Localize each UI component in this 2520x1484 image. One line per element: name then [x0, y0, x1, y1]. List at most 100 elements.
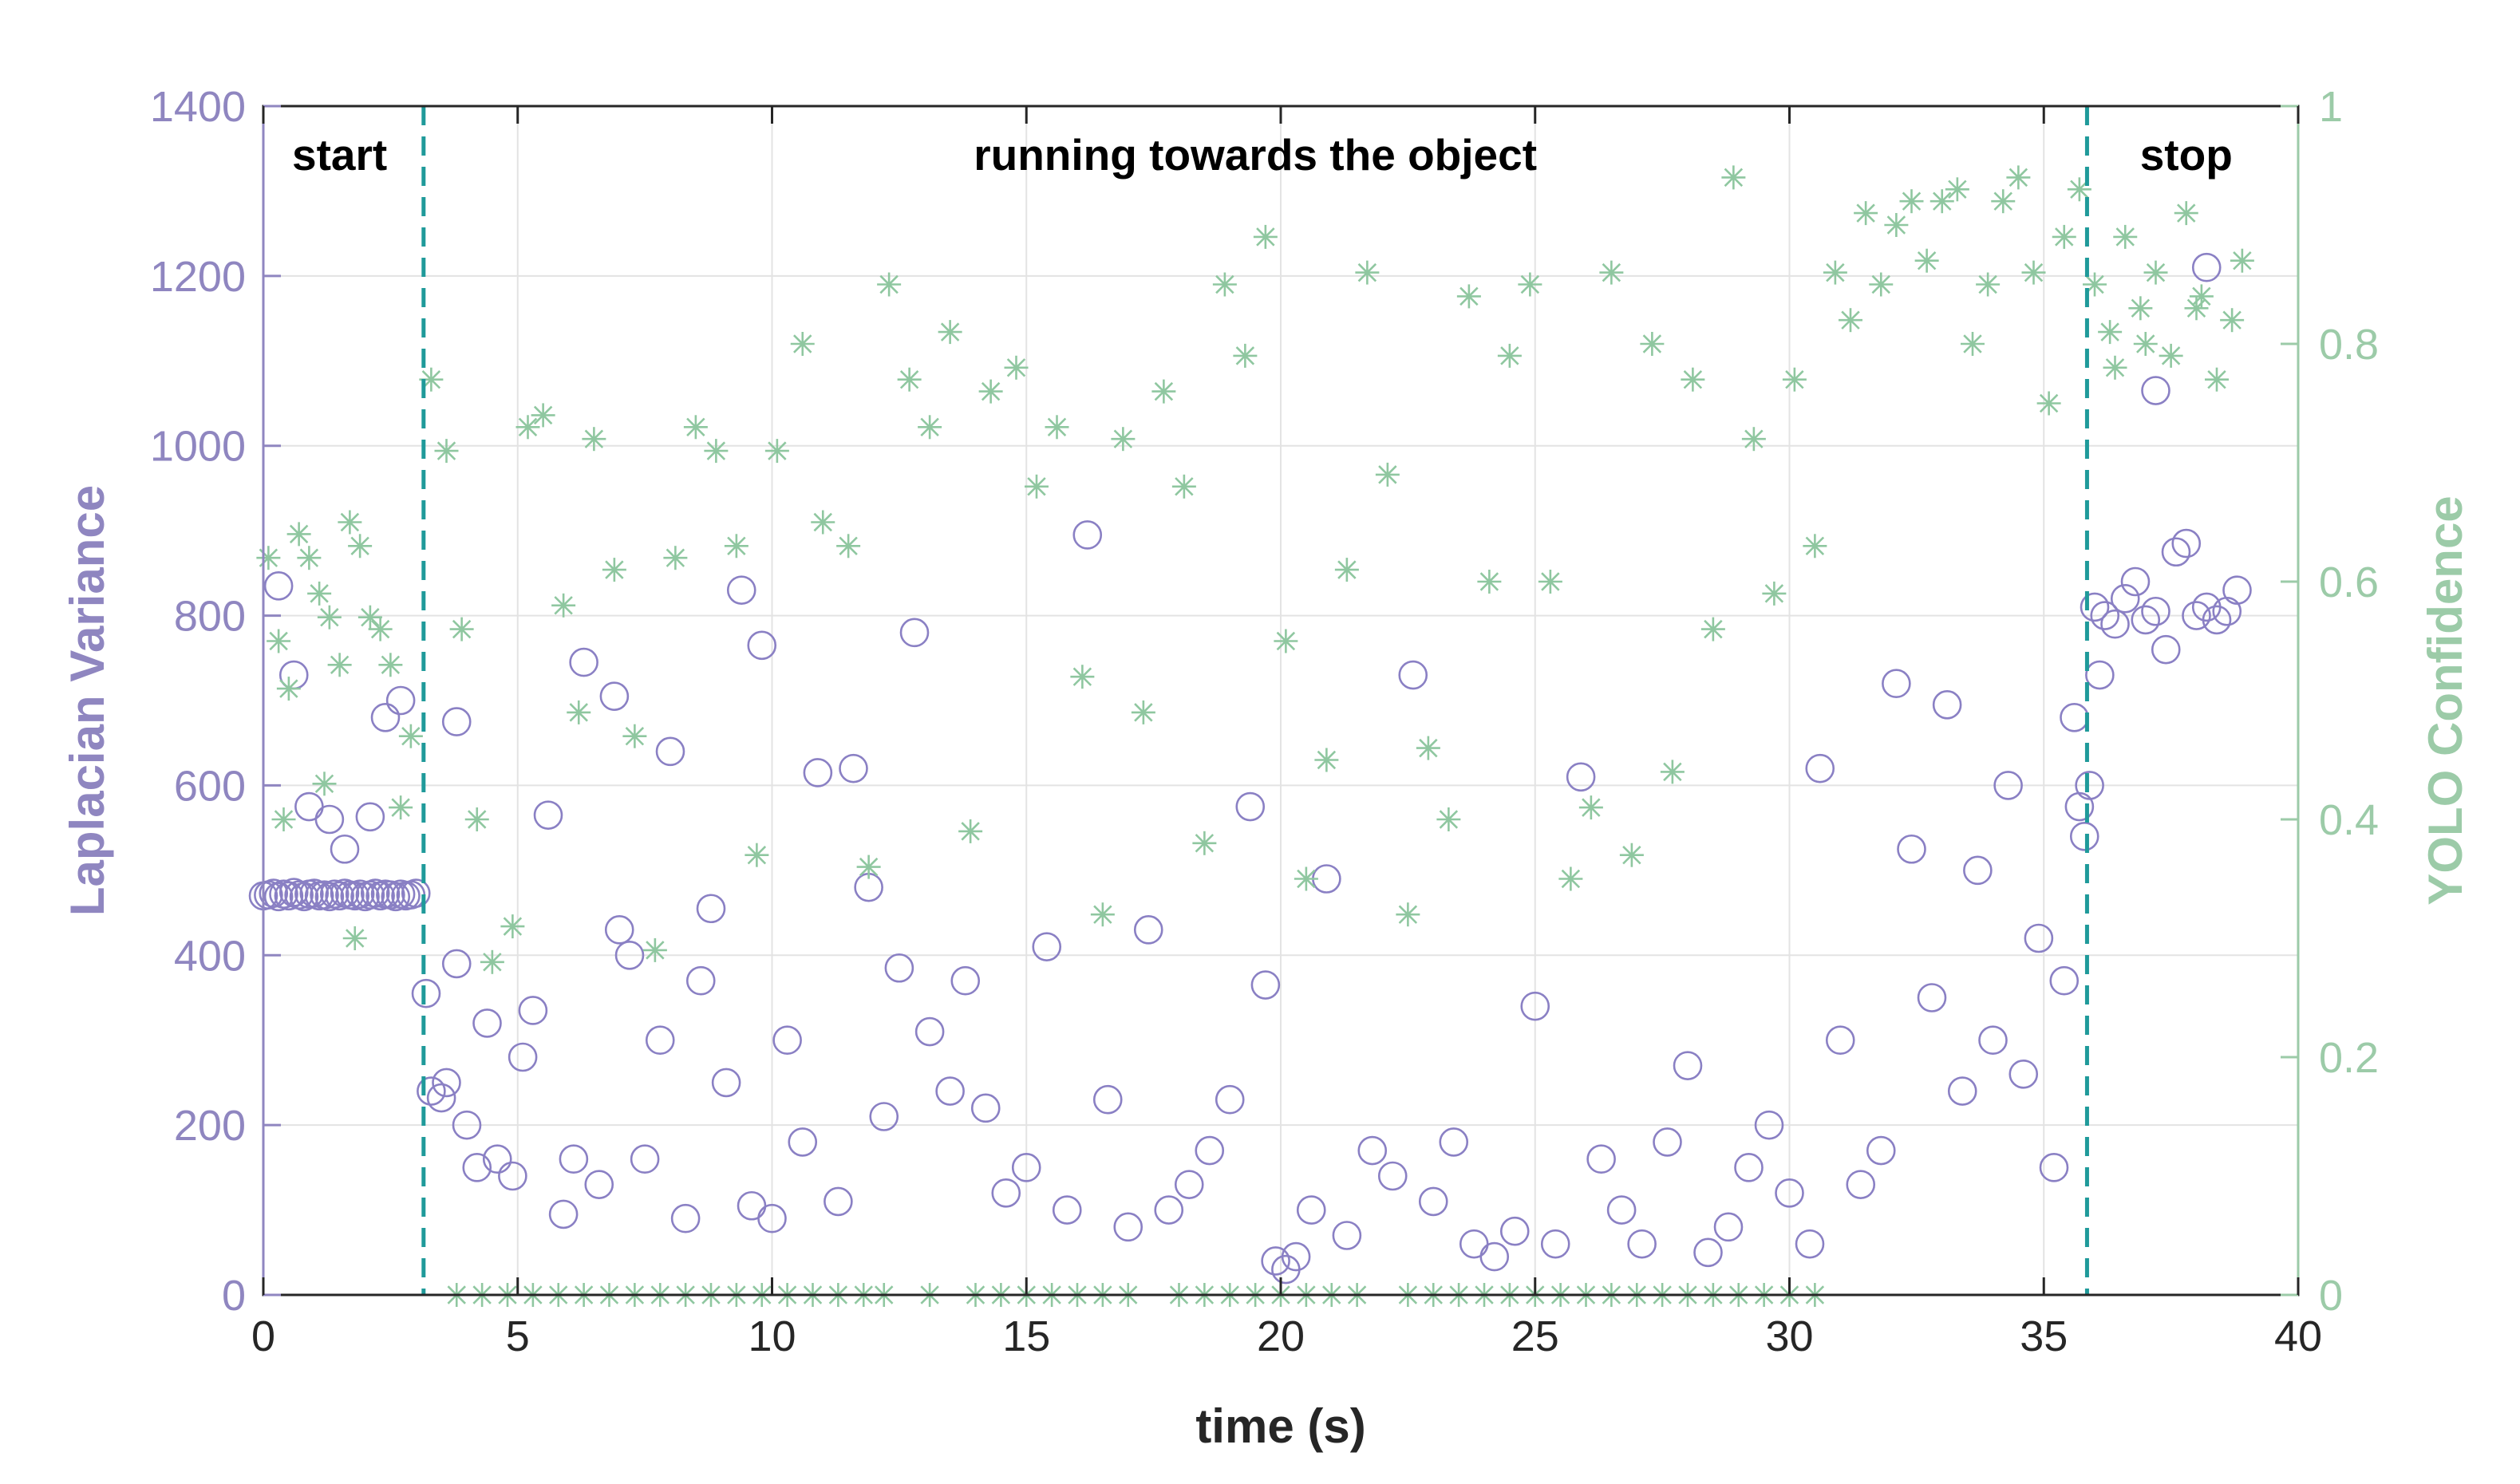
laplacian-variance-point [604, 915, 634, 945]
laplacian-variance-point [325, 881, 354, 911]
laplacian-variance-point [1072, 520, 1103, 550]
laplacian-variance-point [1052, 1195, 1082, 1225]
laplacian-variance-point [1215, 1084, 1245, 1115]
yolo-confidence-point [683, 415, 708, 440]
laplacian-variance-point [472, 1008, 502, 1038]
yolo-confidence-point [1314, 748, 1339, 772]
laplacian-variance-point [1713, 1212, 1744, 1242]
laplacian-variance-point [991, 1178, 1021, 1208]
yolo-confidence-point [348, 534, 373, 558]
yolo-confidence-point [2067, 177, 2091, 202]
laplacian-variance-point [2049, 965, 2080, 996]
laplacian-variance-point [670, 1203, 701, 1233]
yolo-confidence-point [1375, 462, 1400, 487]
yolo-confidence-point [1929, 189, 1954, 214]
left-y-tick-label: 800 [174, 593, 246, 641]
laplacian-variance-point [2110, 583, 2140, 614]
yolo-confidence-point [704, 439, 729, 464]
laplacian-variance-point [737, 1190, 767, 1221]
laplacian-variance-point [1846, 1170, 1876, 1199]
laplacian-variance-point [2024, 923, 2054, 953]
yolo-confidence-point [1803, 534, 1827, 558]
laplacian-variance-point [1775, 1178, 1804, 1208]
laplacian-variance-point [1882, 669, 1911, 699]
x-tick-label: 25 [1511, 1312, 1559, 1360]
yolo-confidence-point [1700, 617, 1725, 641]
laplacian-variance-point [884, 953, 914, 983]
laplacian-variance-point [2080, 592, 2110, 622]
laplacian-variance-point [584, 1170, 614, 1199]
left-y-tick-label: 600 [174, 762, 246, 810]
laplacian-variance-point [355, 802, 385, 832]
right-y-tick-label: 0 [2319, 1272, 2343, 1320]
laplacian-variance-point [1377, 1161, 1408, 1191]
laplacian-variance-point [452, 1110, 482, 1140]
laplacian-variance-point [274, 881, 304, 911]
yolo-confidence-point [897, 367, 922, 392]
x-tick-label: 10 [748, 1312, 796, 1360]
yolo-confidence-point [1538, 570, 1562, 594]
laplacian-variance-point [747, 630, 777, 661]
yolo-confidence-point [938, 320, 962, 345]
yolo-confidence-point [1497, 343, 1522, 368]
laplacian-variance-point [1866, 1135, 1896, 1166]
yolo-confidence-point [342, 926, 367, 950]
yolo-confidence-point [1976, 272, 2001, 297]
yolo-confidence-point [2021, 260, 2046, 285]
phase-annotation: start [292, 130, 387, 180]
laplacian-variance-point [645, 1025, 675, 1056]
laplacian-variance-point [1195, 1135, 1225, 1166]
yolo-confidence-point [836, 534, 861, 558]
laplacian-variance-point [1897, 834, 1926, 864]
laplacian-variance-point [381, 882, 411, 912]
laplacian-variance-point [839, 753, 868, 783]
laplacian-variance-point [685, 965, 716, 996]
laplacian-variance-point [299, 878, 330, 908]
yolo-confidence-point [1782, 367, 1807, 392]
laplacian-variance-point [2191, 252, 2222, 282]
laplacian-variance-point [935, 1076, 965, 1106]
yolo-confidence-point [1578, 795, 1603, 820]
laplacian-variance-point [1418, 1186, 1448, 1217]
yolo-confidence-point [2189, 284, 2214, 309]
yolo-confidence-point [2113, 224, 2138, 249]
yolo-confidence-point [531, 403, 555, 428]
yolo-confidence-point [1884, 213, 1909, 237]
laplacian-variance-point [1566, 762, 1596, 792]
laplacian-variance-point [441, 949, 472, 979]
laplacian-variance-point [370, 702, 401, 732]
laplacian-variance-point [441, 707, 472, 736]
laplacian-variance-point [294, 791, 324, 822]
laplacian-variance-point [417, 1076, 446, 1106]
yolo-confidence-point [2159, 343, 2183, 368]
laplacian-variance-point [1281, 1241, 1311, 1272]
yolo-confidence-point [1070, 665, 1095, 689]
yolo-confidence-point [2128, 296, 2153, 321]
laplacian-variance-point [1754, 1110, 1784, 1140]
laplacian-variance-point [772, 1025, 802, 1056]
laplacian-variance-point [263, 571, 294, 601]
laplacian-variance-point [2120, 566, 2151, 597]
yolo-confidence-point [856, 854, 881, 879]
laplacian-variance-point [360, 878, 390, 908]
laplacian-variance-point [711, 1068, 741, 1098]
yolo-confidence-point [1991, 189, 2016, 214]
laplacian-variance-point [2039, 1153, 2069, 1182]
laplacian-variance-point [2069, 821, 2099, 851]
laplacian-variance-point [1154, 1195, 1184, 1225]
yolo-confidence-point [877, 272, 902, 297]
yolo-confidence-point [918, 415, 942, 440]
laplacian-variance-point [1795, 1229, 1825, 1259]
yolo-confidence-point [276, 677, 301, 701]
laplacian-variance-point [2075, 771, 2104, 800]
x-tick-label: 15 [1002, 1312, 1050, 1360]
laplacian-variance-point [1520, 991, 1550, 1021]
laplacian-variance-point [2202, 605, 2232, 635]
yolo-confidence-point [1869, 272, 1894, 297]
yolo-confidence-point [1212, 272, 1237, 297]
laplacian-variance-point [630, 1144, 660, 1174]
yolo-confidence-point [811, 510, 835, 535]
x-tick-label: 20 [1257, 1312, 1305, 1360]
yolo-confidence-point [642, 937, 667, 962]
right-y-tick-label: 1 [2319, 83, 2343, 131]
